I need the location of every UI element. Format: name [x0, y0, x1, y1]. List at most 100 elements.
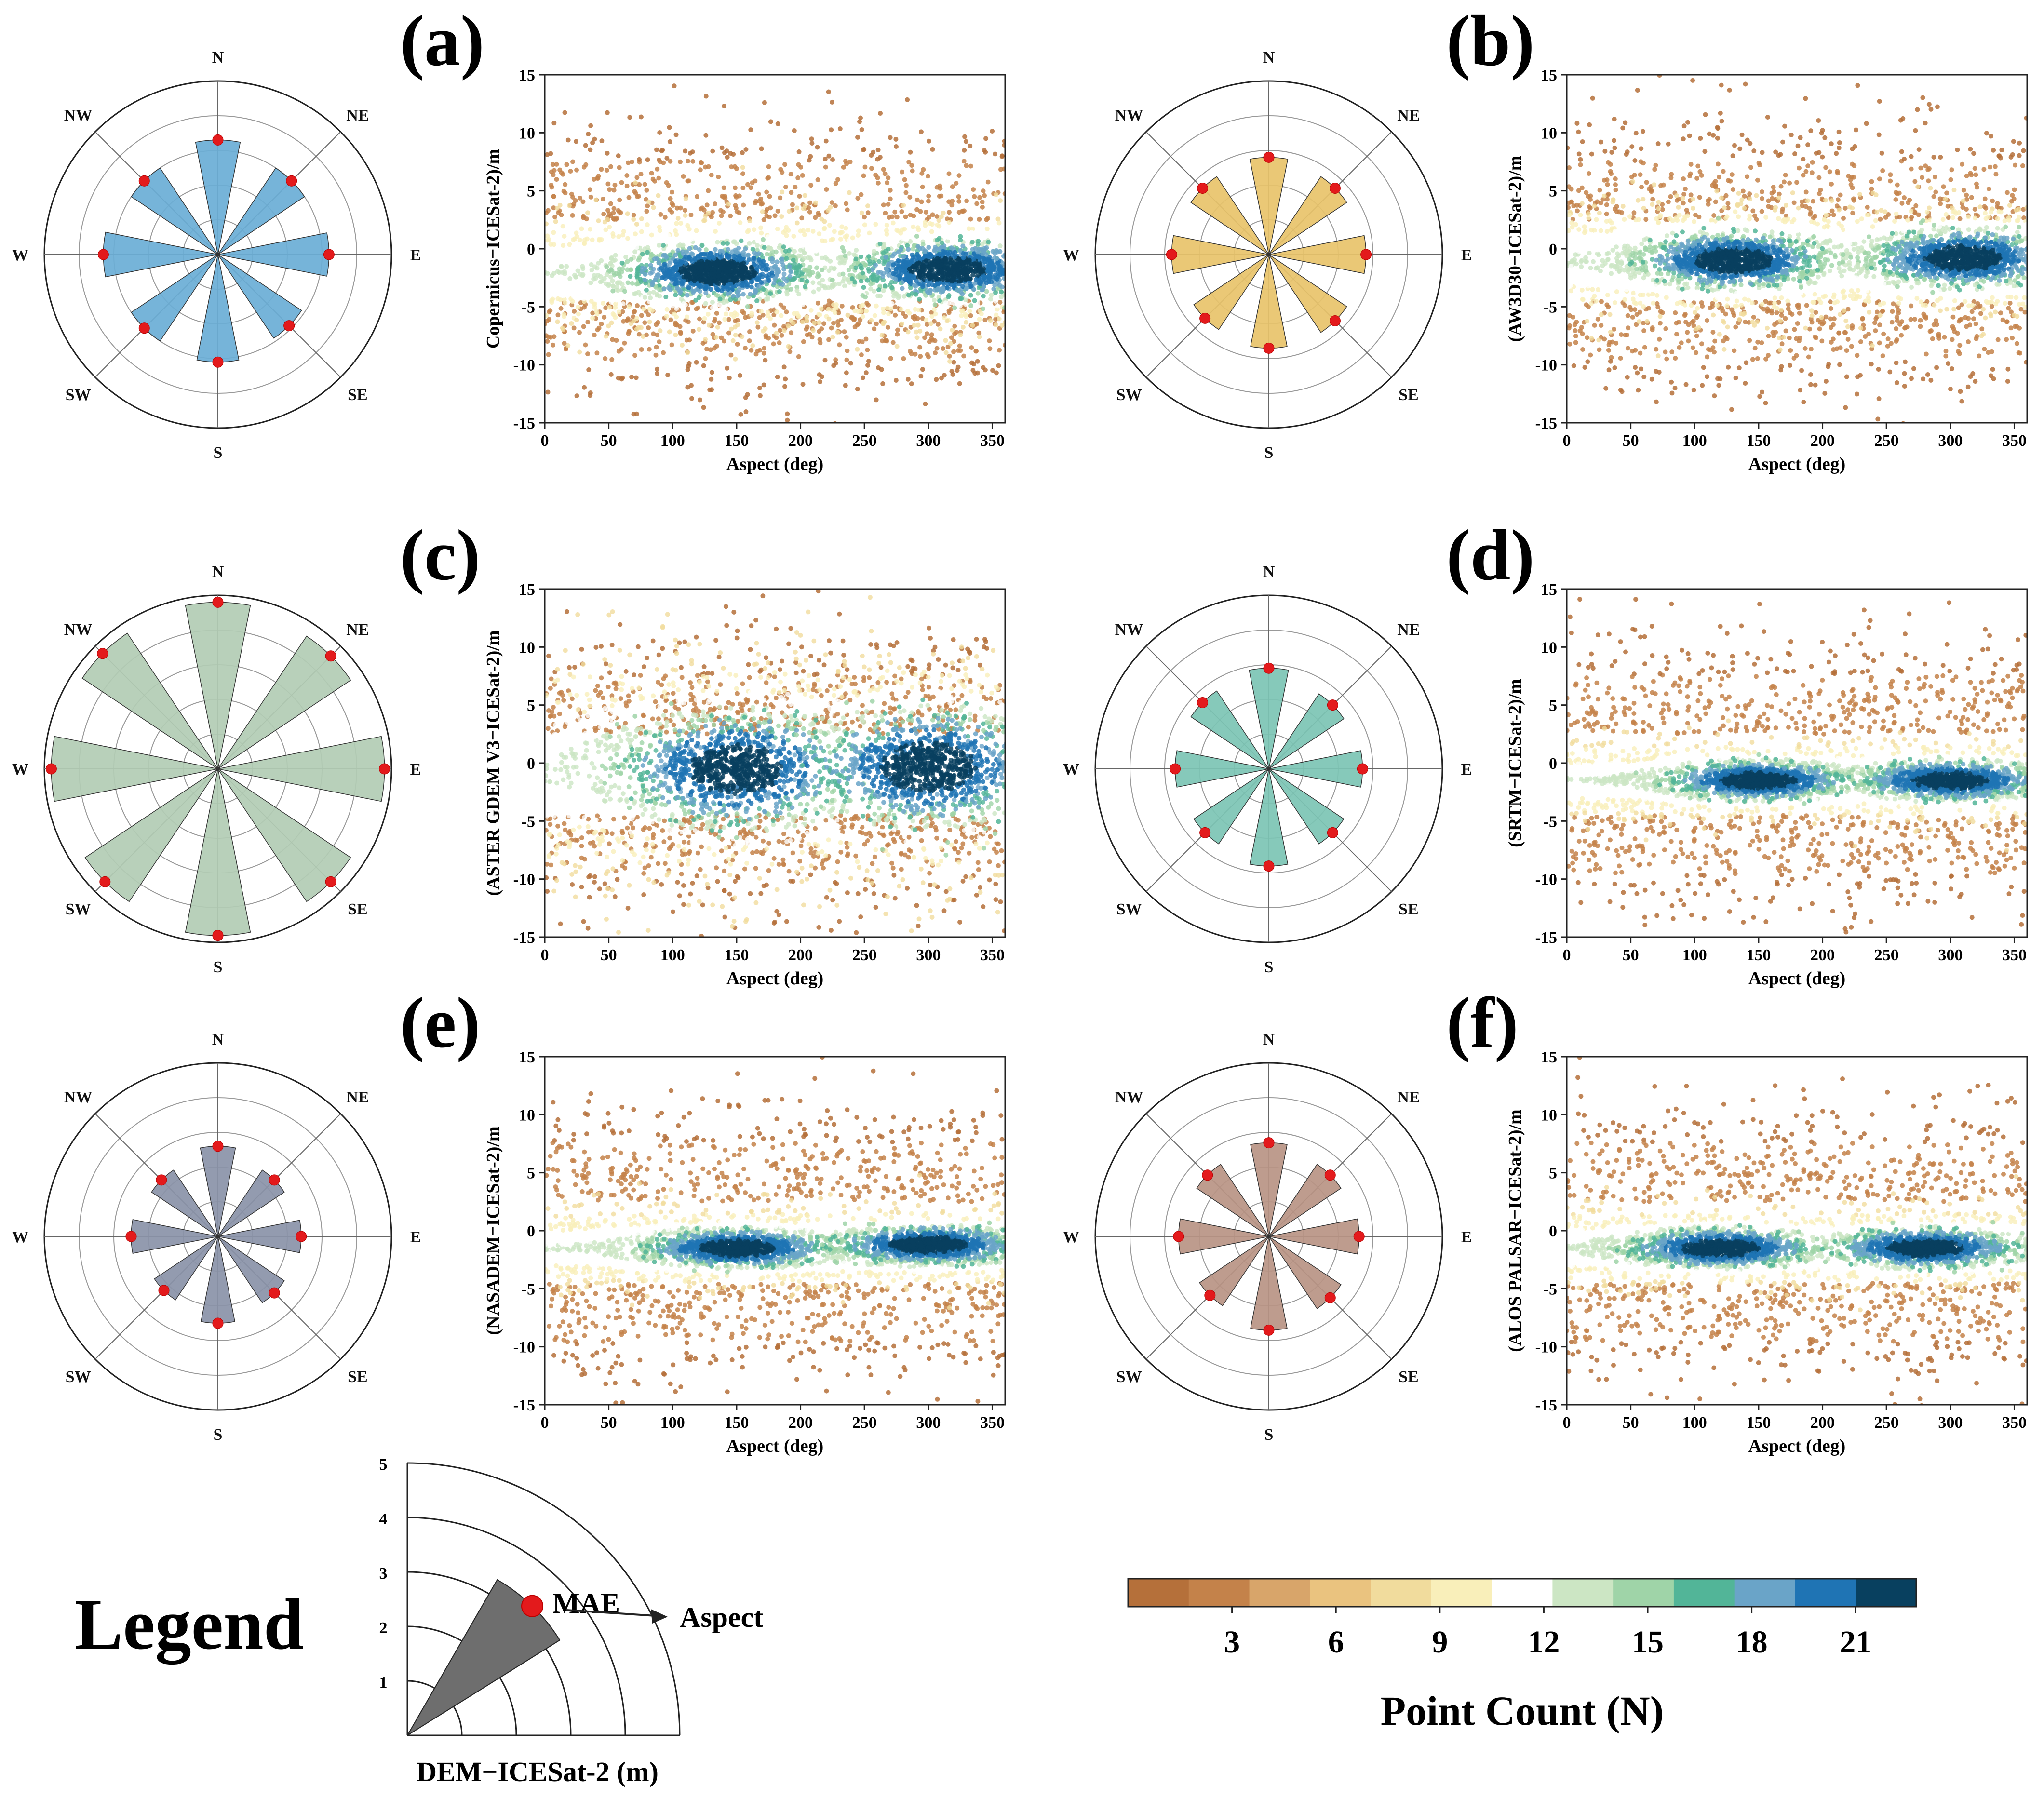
- scatter-point: [915, 244, 921, 249]
- scatter-point: [1766, 204, 1771, 209]
- scatter-point: [693, 297, 699, 303]
- scatter-point: [930, 282, 935, 287]
- scatter-point: [1027, 265, 1032, 270]
- scatter-point: [1602, 336, 1607, 342]
- scatter-point: [911, 224, 916, 229]
- scatter-point: [718, 262, 724, 267]
- scatter-point: [1693, 213, 1698, 218]
- scatter-point: [1690, 345, 1695, 350]
- scatter-point: [654, 256, 659, 261]
- scatter-point: [847, 159, 853, 164]
- scatter-point: [1801, 400, 1806, 405]
- mae-point-sw: [138, 322, 150, 334]
- scatter-point: [1633, 348, 1638, 353]
- scatter-point: [905, 376, 911, 382]
- scatter-point: [1611, 326, 1616, 332]
- scatter-point: [970, 368, 976, 373]
- scatter-point: [570, 213, 575, 218]
- scatter-point: [1932, 175, 1937, 180]
- scatter-point: [743, 409, 749, 415]
- scatter-point: [703, 283, 709, 289]
- scatter-point: [646, 312, 651, 317]
- scatter-point: [1769, 190, 1775, 196]
- scatter-point: [935, 322, 941, 327]
- scatter-point: [548, 151, 553, 156]
- scatter-point: [788, 269, 793, 274]
- scatter-point: [968, 276, 973, 282]
- scatter-point: [545, 333, 549, 338]
- scatter-point: [787, 349, 793, 354]
- scatter-point: [1855, 353, 1860, 358]
- scatter-point: [981, 266, 986, 271]
- scatter-point: [805, 324, 810, 330]
- scatter-point: [613, 315, 618, 320]
- scatter-point: [1966, 316, 1971, 321]
- scatter-point: [946, 235, 951, 240]
- scatter-point: [644, 287, 649, 293]
- scatter-point: [770, 273, 775, 278]
- scatter-point: [570, 299, 575, 304]
- scatter-point: [1836, 330, 1842, 336]
- scatter-point: [703, 164, 708, 170]
- scatter-point: [823, 138, 829, 144]
- scatter-point: [775, 121, 780, 126]
- scatter-point: [617, 197, 622, 202]
- scatter-point: [894, 215, 900, 220]
- scatter-point: [608, 201, 613, 206]
- scatter-point: [569, 288, 574, 293]
- scatter-point: [638, 172, 644, 177]
- scatter-point: [602, 293, 607, 298]
- scatter-point: [949, 369, 955, 374]
- scatter-point: [634, 282, 639, 287]
- scatter-point: [1000, 270, 1005, 276]
- scatter-point: [590, 310, 595, 316]
- scatter-point: [980, 200, 985, 205]
- scatter-point: [876, 259, 882, 264]
- scatter-point: [932, 297, 937, 303]
- scatter-point: [644, 188, 649, 193]
- scatter-point: [624, 173, 630, 178]
- scatter-point: [1715, 135, 1720, 141]
- scatter-point: [1918, 324, 1923, 329]
- scatter-point: [829, 200, 834, 205]
- scatter-point: [899, 209, 904, 214]
- scatter-point: [1948, 177, 1953, 182]
- scatter-point: [897, 263, 902, 269]
- scatter-point: [816, 286, 821, 292]
- scatter-point: [545, 208, 551, 213]
- compass-label-ne: NE: [346, 107, 369, 124]
- scatter-point: [1691, 388, 1696, 393]
- scatter-point: [1574, 121, 1580, 126]
- scatter-point: [1025, 271, 1030, 276]
- scatter-point: [1800, 203, 1805, 209]
- scatter-point: [716, 174, 721, 179]
- scatter-point: [1760, 196, 1765, 201]
- scatter-point: [974, 201, 980, 206]
- scatter-point: [919, 199, 924, 204]
- scatter-point: [1576, 151, 1582, 157]
- scatter-point: [1970, 371, 1976, 376]
- scatter-point: [930, 147, 935, 152]
- scatter-point: [1959, 399, 1964, 404]
- scatter-point: [988, 233, 994, 238]
- scatter-point: [1783, 173, 1788, 178]
- scatter-point: [761, 350, 766, 356]
- scatter-point: [610, 231, 616, 236]
- scatter-point: [716, 320, 722, 325]
- scatter-point: [880, 381, 886, 386]
- y-tick-label: 10: [519, 124, 535, 142]
- scatter-point: [970, 322, 975, 328]
- scatter-point: [799, 215, 805, 221]
- scatter-point: [656, 260, 661, 266]
- scatter-point: [625, 236, 631, 241]
- scatter-point: [830, 99, 835, 105]
- scatter-point: [740, 165, 745, 170]
- scatter-point: [963, 314, 968, 319]
- scatter-point: [1918, 165, 1923, 171]
- scatter-point: [859, 127, 864, 132]
- scatter-point: [883, 266, 888, 271]
- scatter-point: [668, 196, 673, 201]
- scatter-point: [1668, 175, 1674, 180]
- scatter-point: [674, 306, 679, 311]
- scatter-point: [961, 255, 966, 260]
